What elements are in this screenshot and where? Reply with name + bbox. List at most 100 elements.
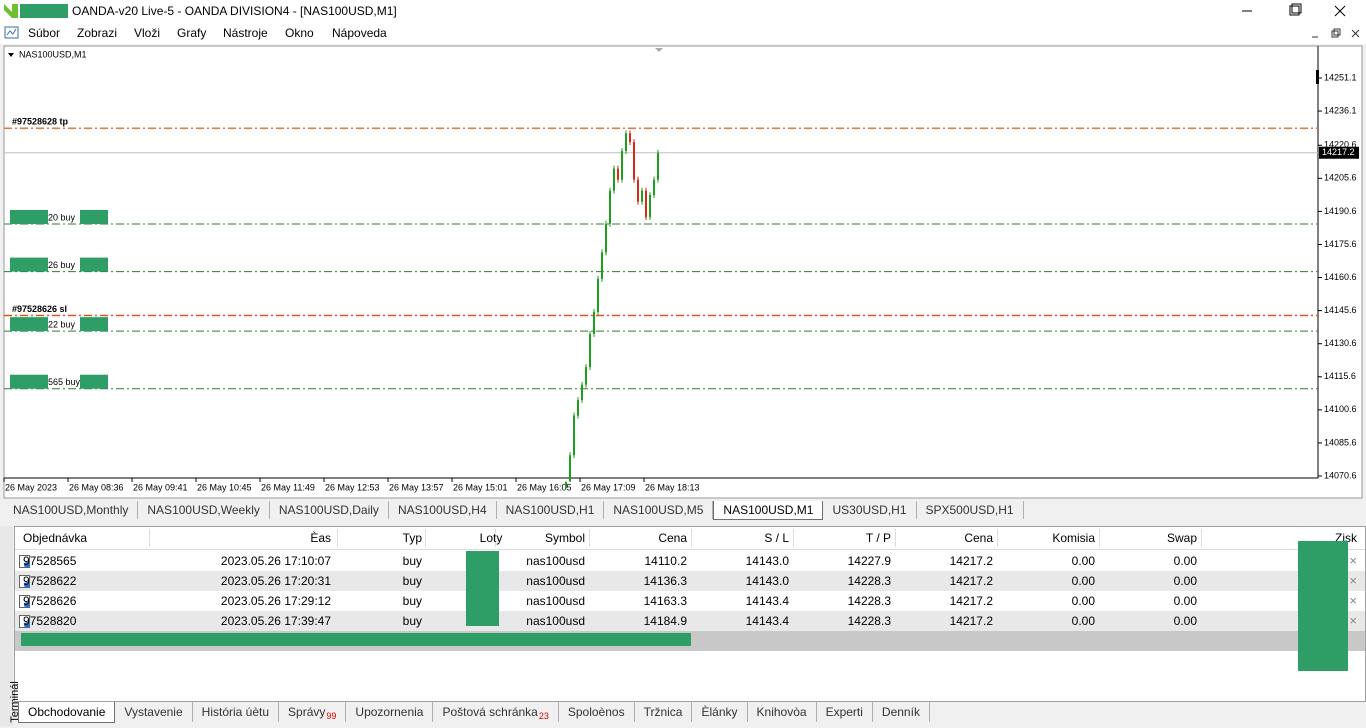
cell-price: 14184.9 [643, 614, 687, 628]
order-row[interactable]: 97528820 2023.05.26 17:39:47 buy nas100usd 1… [15, 611, 1365, 631]
candle [585, 367, 587, 385]
terminal-tab[interactable]: Správy99 [279, 702, 347, 722]
price-tick-label: 14160.6 [1324, 272, 1357, 282]
chart-tab[interactable]: NAS100USD,M5 [604, 501, 714, 519]
cell-swap: 0.00 [1173, 554, 1197, 568]
menu-icon [4, 26, 19, 39]
order-icon-dot [24, 622, 30, 628]
chart-tabs: NAS100USD,Monthly NAS100USD,Weekly NAS100U… [4, 501, 1024, 520]
price-tick-label: 14190.6 [1324, 206, 1357, 216]
column-divider [997, 529, 998, 547]
menu-item[interactable]: Vloži [134, 26, 161, 40]
chart-tab[interactable]: NAS100USD,H4 [389, 501, 497, 519]
time-tick-label: 26 May 18:13 [645, 482, 700, 492]
candle [601, 252, 603, 279]
order-row[interactable]: 97528565 2023.05.26 17:10:07 buy nas100usd 1… [15, 551, 1365, 571]
terminal-tab[interactable]: Denník [873, 702, 930, 722]
terminal-tab[interactable]: Poštová schránka23 [433, 702, 559, 722]
window-controls[interactable] [1230, 0, 1366, 22]
close-button[interactable]: × [1349, 553, 1357, 568]
symbol-dropdown[interactable] [8, 53, 14, 57]
candle [605, 223, 607, 253]
terminal-tab[interactable]: Tržnica [635, 702, 693, 722]
order-line-label: 22 buy [48, 320, 76, 330]
terminal-tab[interactable]: História úètu [193, 702, 280, 722]
close-button[interactable]: × [1349, 593, 1357, 608]
candle [613, 168, 615, 191]
column-divider [895, 529, 896, 547]
chart-tab[interactable]: NAS100USD,Weekly [138, 501, 270, 519]
candle [569, 455, 571, 482]
close-button[interactable]: × [1349, 613, 1357, 628]
chart-tab[interactable]: US30USD,H1 [823, 501, 917, 519]
order-row[interactable]: 97528622 2023.05.26 17:20:31 buy nas100usd 1… [15, 571, 1365, 591]
column-header[interactable]: S / L [764, 531, 789, 545]
close-button[interactable]: × [1349, 573, 1357, 588]
order-row[interactable]: 97528626 2023.05.26 17:29:12 buy nas100usd 1… [15, 591, 1365, 611]
column-header[interactable]: Symbol [544, 531, 585, 545]
column-header[interactable]: Cena [658, 531, 687, 545]
menu-item[interactable]: Okno [285, 26, 314, 40]
redaction [80, 257, 108, 272]
candle [657, 152, 659, 180]
column-header[interactable]: Loty [479, 531, 503, 545]
column-header[interactable]: Komisia [1052, 531, 1095, 545]
terminal-tab[interactable]: Knihovòa [748, 702, 817, 722]
price-tick-label: 14220.6 [1324, 140, 1357, 150]
time-tick-label: 26 May 09:41 [133, 482, 188, 492]
menu-item[interactable]: Nástroje [223, 26, 268, 40]
candle [577, 400, 579, 416]
candle [617, 168, 619, 180]
terminal-tab[interactable]: Upozornenia [346, 702, 434, 722]
cell-symbol: nas100usd [526, 614, 585, 628]
column-header[interactable]: Èas [310, 531, 331, 545]
cell-sl: 14143.0 [745, 554, 789, 568]
menu-item[interactable]: Zobrazi [77, 26, 118, 40]
cell-symbol: nas100usd [526, 574, 585, 588]
chart-tab[interactable]: NAS100USD,Daily [270, 501, 389, 519]
cell-swap: 0.00 [1173, 594, 1197, 608]
time-tick-label: 26 May 12:53 [325, 482, 380, 492]
terminal-tab[interactable]: Vystavenie [115, 702, 193, 722]
chart-tab[interactable]: NAS100USD,M1 [713, 501, 824, 520]
column-header[interactable]: T / P [865, 531, 891, 545]
chart-symbol: NAS100USD,M1 [19, 49, 87, 59]
menu-bar: Súbor Zobrazi Vloži Grafy Nástroje Okno Nápove… [0, 22, 1366, 44]
terminal-tabs: Obchodovanie Vystavenie História úètu Správ… [18, 702, 930, 723]
column-header[interactable]: Cena [964, 531, 993, 545]
cell-current: 14217.2 [949, 614, 993, 628]
price-tick-label: 14115.6 [1324, 371, 1356, 381]
redaction [1298, 541, 1348, 671]
price-tick-label: 14085.6 [1324, 437, 1357, 447]
terminal-tab[interactable]: Spoloènos [559, 702, 635, 722]
terminal-tab[interactable]: Èlánky [692, 702, 748, 722]
chart-tab[interactable]: NAS100USD,H1 [497, 501, 605, 519]
order-line-label: #97528628 tp [12, 117, 69, 127]
menu-item[interactable]: Nápoveda [332, 26, 387, 40]
tab-label: Spoloènos [567, 705, 625, 719]
sort-indicator: / [320, 533, 323, 543]
price-tick-label: 14236.1 [1324, 105, 1357, 115]
candle [581, 384, 583, 401]
chart-tab[interactable]: SPX500USD,H1 [917, 501, 1024, 519]
cell-sl: 14143.4 [745, 594, 789, 608]
column-header[interactable]: Swap [1166, 531, 1197, 545]
column-header[interactable]: Objednávka [23, 531, 88, 545]
terminal-tab[interactable]: Obchodovanie [18, 702, 116, 723]
chart-tab[interactable]: NAS100USD,Monthly [4, 501, 139, 519]
redaction [80, 209, 108, 224]
mdi-controls[interactable] [1310, 26, 1366, 42]
cell-symbol: nas100usd [526, 554, 585, 568]
price-tick-label: 14175.6 [1324, 239, 1357, 249]
tab-label: Poštová schránka [442, 705, 538, 719]
cell-type: buy [402, 574, 422, 588]
cell-swap: 0.00 [1173, 574, 1197, 588]
cell-price: 14136.3 [643, 574, 687, 588]
order-line-label: #97528626 sl [12, 304, 67, 314]
window-title: OANDA-v20 Live-5 - OANDA DIVISION4 - [NA… [72, 4, 397, 18]
terminal-tab[interactable]: Experti [817, 702, 873, 722]
menu-item[interactable]: Grafy [177, 26, 207, 40]
column-header[interactable]: Typ [402, 531, 422, 545]
menu-item[interactable]: Súbor [28, 26, 61, 40]
time-tick-label: 26 May 10:45 [197, 482, 252, 492]
